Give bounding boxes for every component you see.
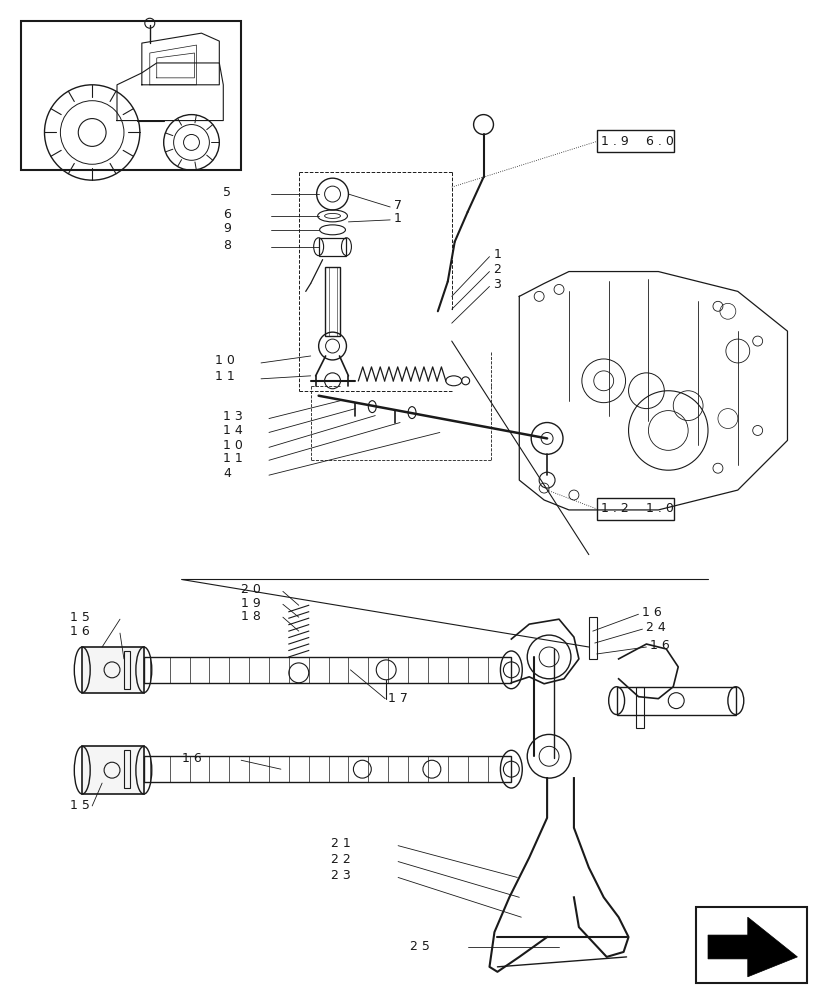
Text: 1: 1	[394, 212, 402, 225]
Bar	[696, 907, 806, 983]
Bar	[636, 687, 643, 728]
Text: 1 6: 1 6	[181, 752, 201, 765]
Bar	[324, 267, 340, 336]
Bar	[596, 498, 673, 520]
Text: 6: 6	[223, 208, 231, 221]
Text: 1 6: 1 6	[642, 606, 662, 619]
Text: 2 4: 2 4	[646, 621, 666, 634]
Text: 8: 8	[223, 239, 231, 252]
Text: 1 0: 1 0	[215, 354, 235, 367]
Text: 2 1: 2 1	[330, 837, 350, 850]
Text: 1 3: 1 3	[223, 410, 243, 423]
Text: 1 1: 1 1	[223, 452, 243, 465]
Text: 1 6: 1 6	[70, 625, 90, 638]
Text: 1 5: 1 5	[70, 799, 90, 812]
Polygon shape	[707, 917, 796, 977]
Bar	[318, 238, 346, 256]
Text: 1 . 9: 1 . 9	[600, 135, 628, 148]
Text: 1 0: 1 0	[223, 439, 243, 452]
Text: 1 . 2: 1 . 2	[600, 502, 628, 515]
Bar	[124, 750, 130, 788]
Bar	[616, 687, 735, 715]
Bar	[144, 756, 511, 782]
Bar	[124, 651, 130, 689]
Text: 2 3: 2 3	[330, 869, 350, 882]
Bar	[596, 130, 673, 152]
Text: 9: 9	[223, 222, 231, 235]
Bar	[588, 617, 596, 659]
Text: 6 . 0: 6 . 0	[646, 135, 673, 148]
Text: 2: 2	[493, 263, 500, 276]
Bar	[82, 647, 144, 693]
Text: 1 9: 1 9	[241, 597, 261, 610]
Text: 1 1: 1 1	[215, 370, 235, 383]
Text: 1 4: 1 4	[223, 424, 243, 437]
Bar	[21, 21, 241, 170]
Text: 1: 1	[493, 248, 500, 261]
Text: 1 6: 1 6	[650, 639, 669, 652]
Text: 3: 3	[493, 278, 500, 291]
Text: 1 5: 1 5	[70, 611, 90, 624]
Text: 2 2: 2 2	[330, 853, 350, 866]
Text: 1 . 0: 1 . 0	[646, 502, 673, 515]
Bar	[82, 746, 144, 794]
Bar	[144, 657, 511, 683]
Text: 1 7: 1 7	[388, 692, 408, 705]
Text: 4: 4	[223, 467, 231, 480]
Text: 5: 5	[223, 186, 231, 199]
Text: 1 8: 1 8	[241, 610, 261, 623]
Text: 7: 7	[394, 199, 402, 212]
Text: 2 0: 2 0	[241, 583, 261, 596]
Text: 2 5: 2 5	[409, 940, 429, 953]
